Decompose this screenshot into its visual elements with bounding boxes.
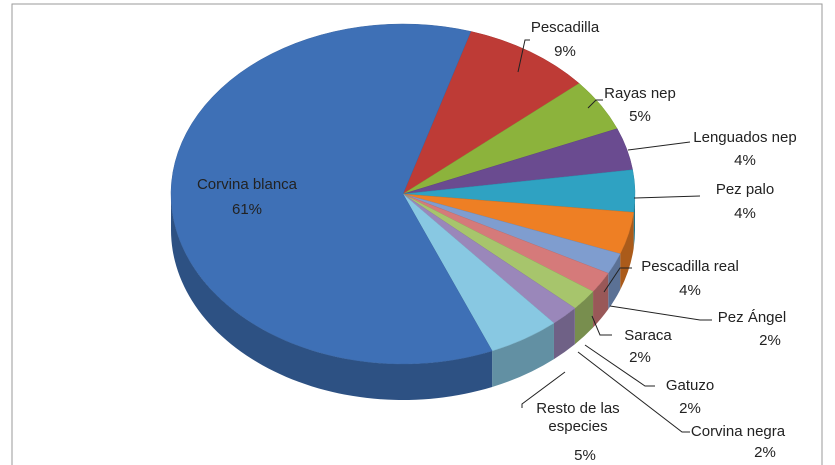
slice-label: Pez palo [715,181,775,198]
leader-line [517,39,530,73]
leader-line [577,351,690,433]
slice-label: Gatuzo [665,377,715,394]
slice-label: Pescadilla [530,19,600,36]
slice-label: Resto de las especies [536,400,620,435]
leader-line [587,99,603,109]
leader-line [584,344,655,387]
slice-label: Pez Ángel [717,309,787,326]
slice-value-label: 9% [554,43,576,60]
leader-line [591,315,612,336]
pie-side [553,308,575,360]
pie [170,23,636,401]
slice-label: Corvina blanca [196,176,298,193]
slice-value-label: 5% [629,108,651,125]
leader-line [633,195,701,199]
pie-side [608,253,621,310]
slice-value-label: 4% [734,152,756,169]
frame [11,3,823,465]
leader-line [627,141,691,151]
slice-value-label: 4% [679,282,701,299]
slice-value-label: 2% [679,400,701,417]
pie-side [593,273,609,328]
leader-line [521,371,566,408]
pie-side [492,323,554,387]
slice-label: Corvina negra [690,423,786,440]
pie-slice [402,31,580,195]
slice-value-label: 4% [734,205,756,222]
pie-side [620,212,634,290]
slice-value-label: 61% [231,201,263,218]
slice-label: Saraca [624,327,672,344]
pie-slice [170,23,493,365]
slice-value-label: 2% [629,349,651,366]
pie-side [633,194,635,249]
slice-label: Rayas nep [604,85,676,102]
leader-line [609,305,712,321]
slice-value-label: 2% [759,332,781,349]
pie-side [171,194,493,401]
leader-lines [517,39,712,433]
slice-value-label: 5% [574,447,596,464]
slice-label: Lenguados nep [693,129,797,146]
slice-value-label: 2% [754,444,776,461]
slice-label: Pescadilla real [641,258,739,275]
leader-line [603,267,632,293]
